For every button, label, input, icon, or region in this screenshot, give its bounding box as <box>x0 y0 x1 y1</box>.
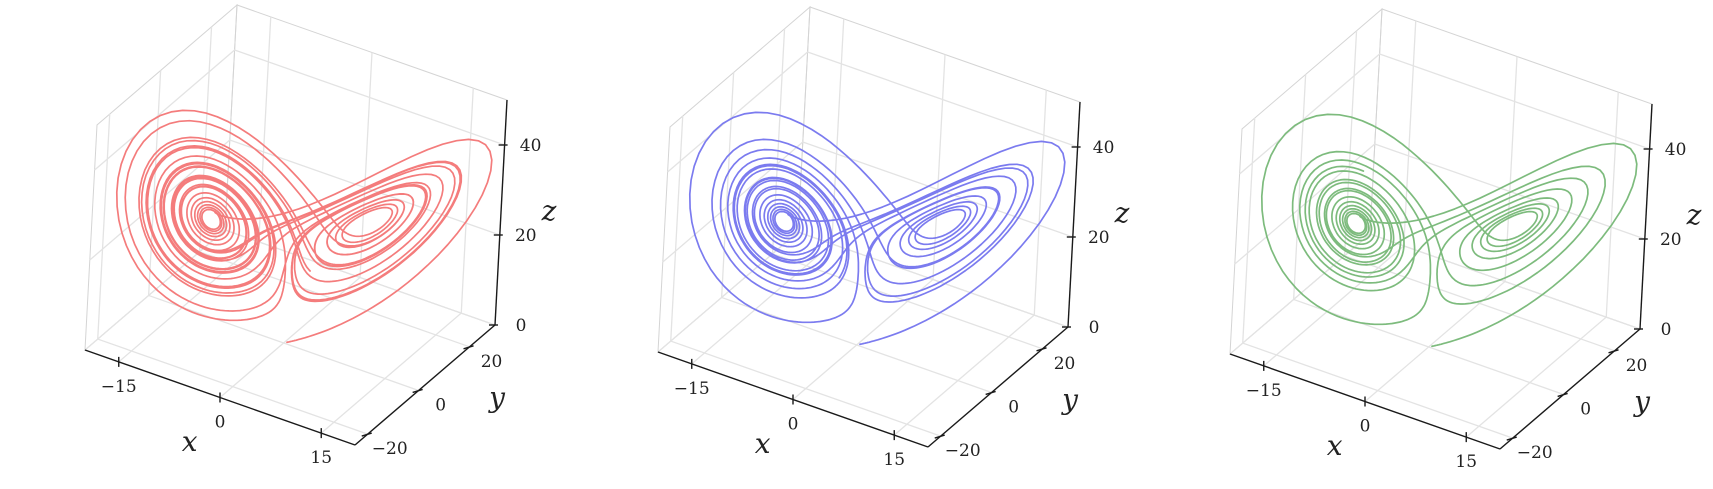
grid-line-x <box>1263 20 1417 367</box>
grid-line-y <box>97 114 368 435</box>
y-tick-mark <box>985 390 996 396</box>
grid-line-x <box>1465 92 1619 438</box>
y-tick-mark <box>1506 436 1517 441</box>
z-axis-label: z <box>1686 199 1702 232</box>
grid-line-z <box>89 139 501 261</box>
y-tick-mark <box>463 345 474 350</box>
x-tick-label: 15 <box>883 450 905 470</box>
z-axis <box>494 99 508 326</box>
grid-line-x <box>792 54 946 400</box>
z-tick-label: 0 <box>516 316 527 336</box>
z-axis-label: z <box>1114 197 1130 230</box>
x-tick-label: 15 <box>1455 452 1477 472</box>
grid-line-y <box>670 116 941 437</box>
y-tick-label: 20 <box>1054 354 1076 374</box>
y-tick-label: 20 <box>1626 356 1648 376</box>
y-axis <box>1499 328 1641 450</box>
y-axis-label: y <box>1060 383 1079 416</box>
z-axis <box>1639 103 1653 330</box>
y-tick-label: 20 <box>481 352 503 372</box>
grid-line-z <box>662 141 1074 263</box>
grid-line-y <box>1242 118 1513 439</box>
y-tick-mark <box>934 434 945 439</box>
chart-panel-1: −15 0 15 −20 0 20 0 20 40 x y z <box>84 3 557 468</box>
z-tick-label: 40 <box>1665 140 1687 160</box>
grid-line-z <box>1229 233 1641 355</box>
grid-line-x <box>1364 56 1518 402</box>
y-tick-mark <box>1608 349 1619 354</box>
y-axis <box>354 324 496 446</box>
axes: −15 0 15 −20 0 20 0 20 40 x y z <box>84 99 557 468</box>
trajectory-line <box>688 111 1066 346</box>
grid-line-z <box>1234 143 1646 265</box>
trajectory-line <box>1260 113 1638 348</box>
x-axis-label: x <box>1327 429 1343 462</box>
y-tick-label: 0 <box>1008 397 1019 417</box>
x-axis-label: x <box>182 425 198 458</box>
z-tick-label: 0 <box>1089 318 1100 338</box>
z-tick-label: 20 <box>1088 228 1110 248</box>
y-tick-mark <box>361 432 372 437</box>
z-axis <box>1067 101 1081 328</box>
y-axis <box>927 326 1069 448</box>
y-tick-mark <box>1557 392 1568 398</box>
x-tick-label: −15 <box>674 379 710 399</box>
grid-line-z <box>657 231 1069 353</box>
x-axis-label: x <box>755 427 771 460</box>
z-tick-label: 40 <box>1093 138 1115 158</box>
z-tick-label: 20 <box>515 226 537 246</box>
y-tick-label: −20 <box>945 441 981 461</box>
x-tick-label: −15 <box>101 377 137 397</box>
y-tick-label: 0 <box>1580 399 1591 419</box>
chart-panel-3: −15 0 15 −20 0 20 0 20 40 x y z <box>1229 7 1702 472</box>
axes: −15 0 15 −20 0 20 0 20 40 x y z <box>657 101 1130 470</box>
axes: −15 0 15 −20 0 20 0 20 40 x y z <box>1229 103 1702 472</box>
x-tick-label: 15 <box>310 448 332 468</box>
y-tick-label: −20 <box>1517 443 1553 463</box>
z-tick-label: 40 <box>520 136 542 156</box>
y-tick-label: −20 <box>372 439 408 459</box>
z-tick-label: 20 <box>1660 230 1682 250</box>
y-axis-label: y <box>487 381 506 414</box>
chart-panel-2: −15 0 15 −20 0 20 0 20 40 x y z <box>657 5 1130 470</box>
trajectory-line <box>115 109 493 344</box>
z-axis-label: z <box>541 195 557 228</box>
y-tick-mark <box>1036 347 1047 352</box>
y-axis-label: y <box>1632 385 1651 418</box>
y-tick-mark <box>412 388 423 394</box>
x-tick-label: 0 <box>215 413 226 433</box>
x-tick-label: −15 <box>1246 381 1282 401</box>
y-tick-label: 0 <box>435 395 446 415</box>
x-tick-label: 0 <box>1360 417 1371 437</box>
x-tick-label: 0 <box>788 415 799 435</box>
z-tick-label: 0 <box>1661 320 1672 340</box>
